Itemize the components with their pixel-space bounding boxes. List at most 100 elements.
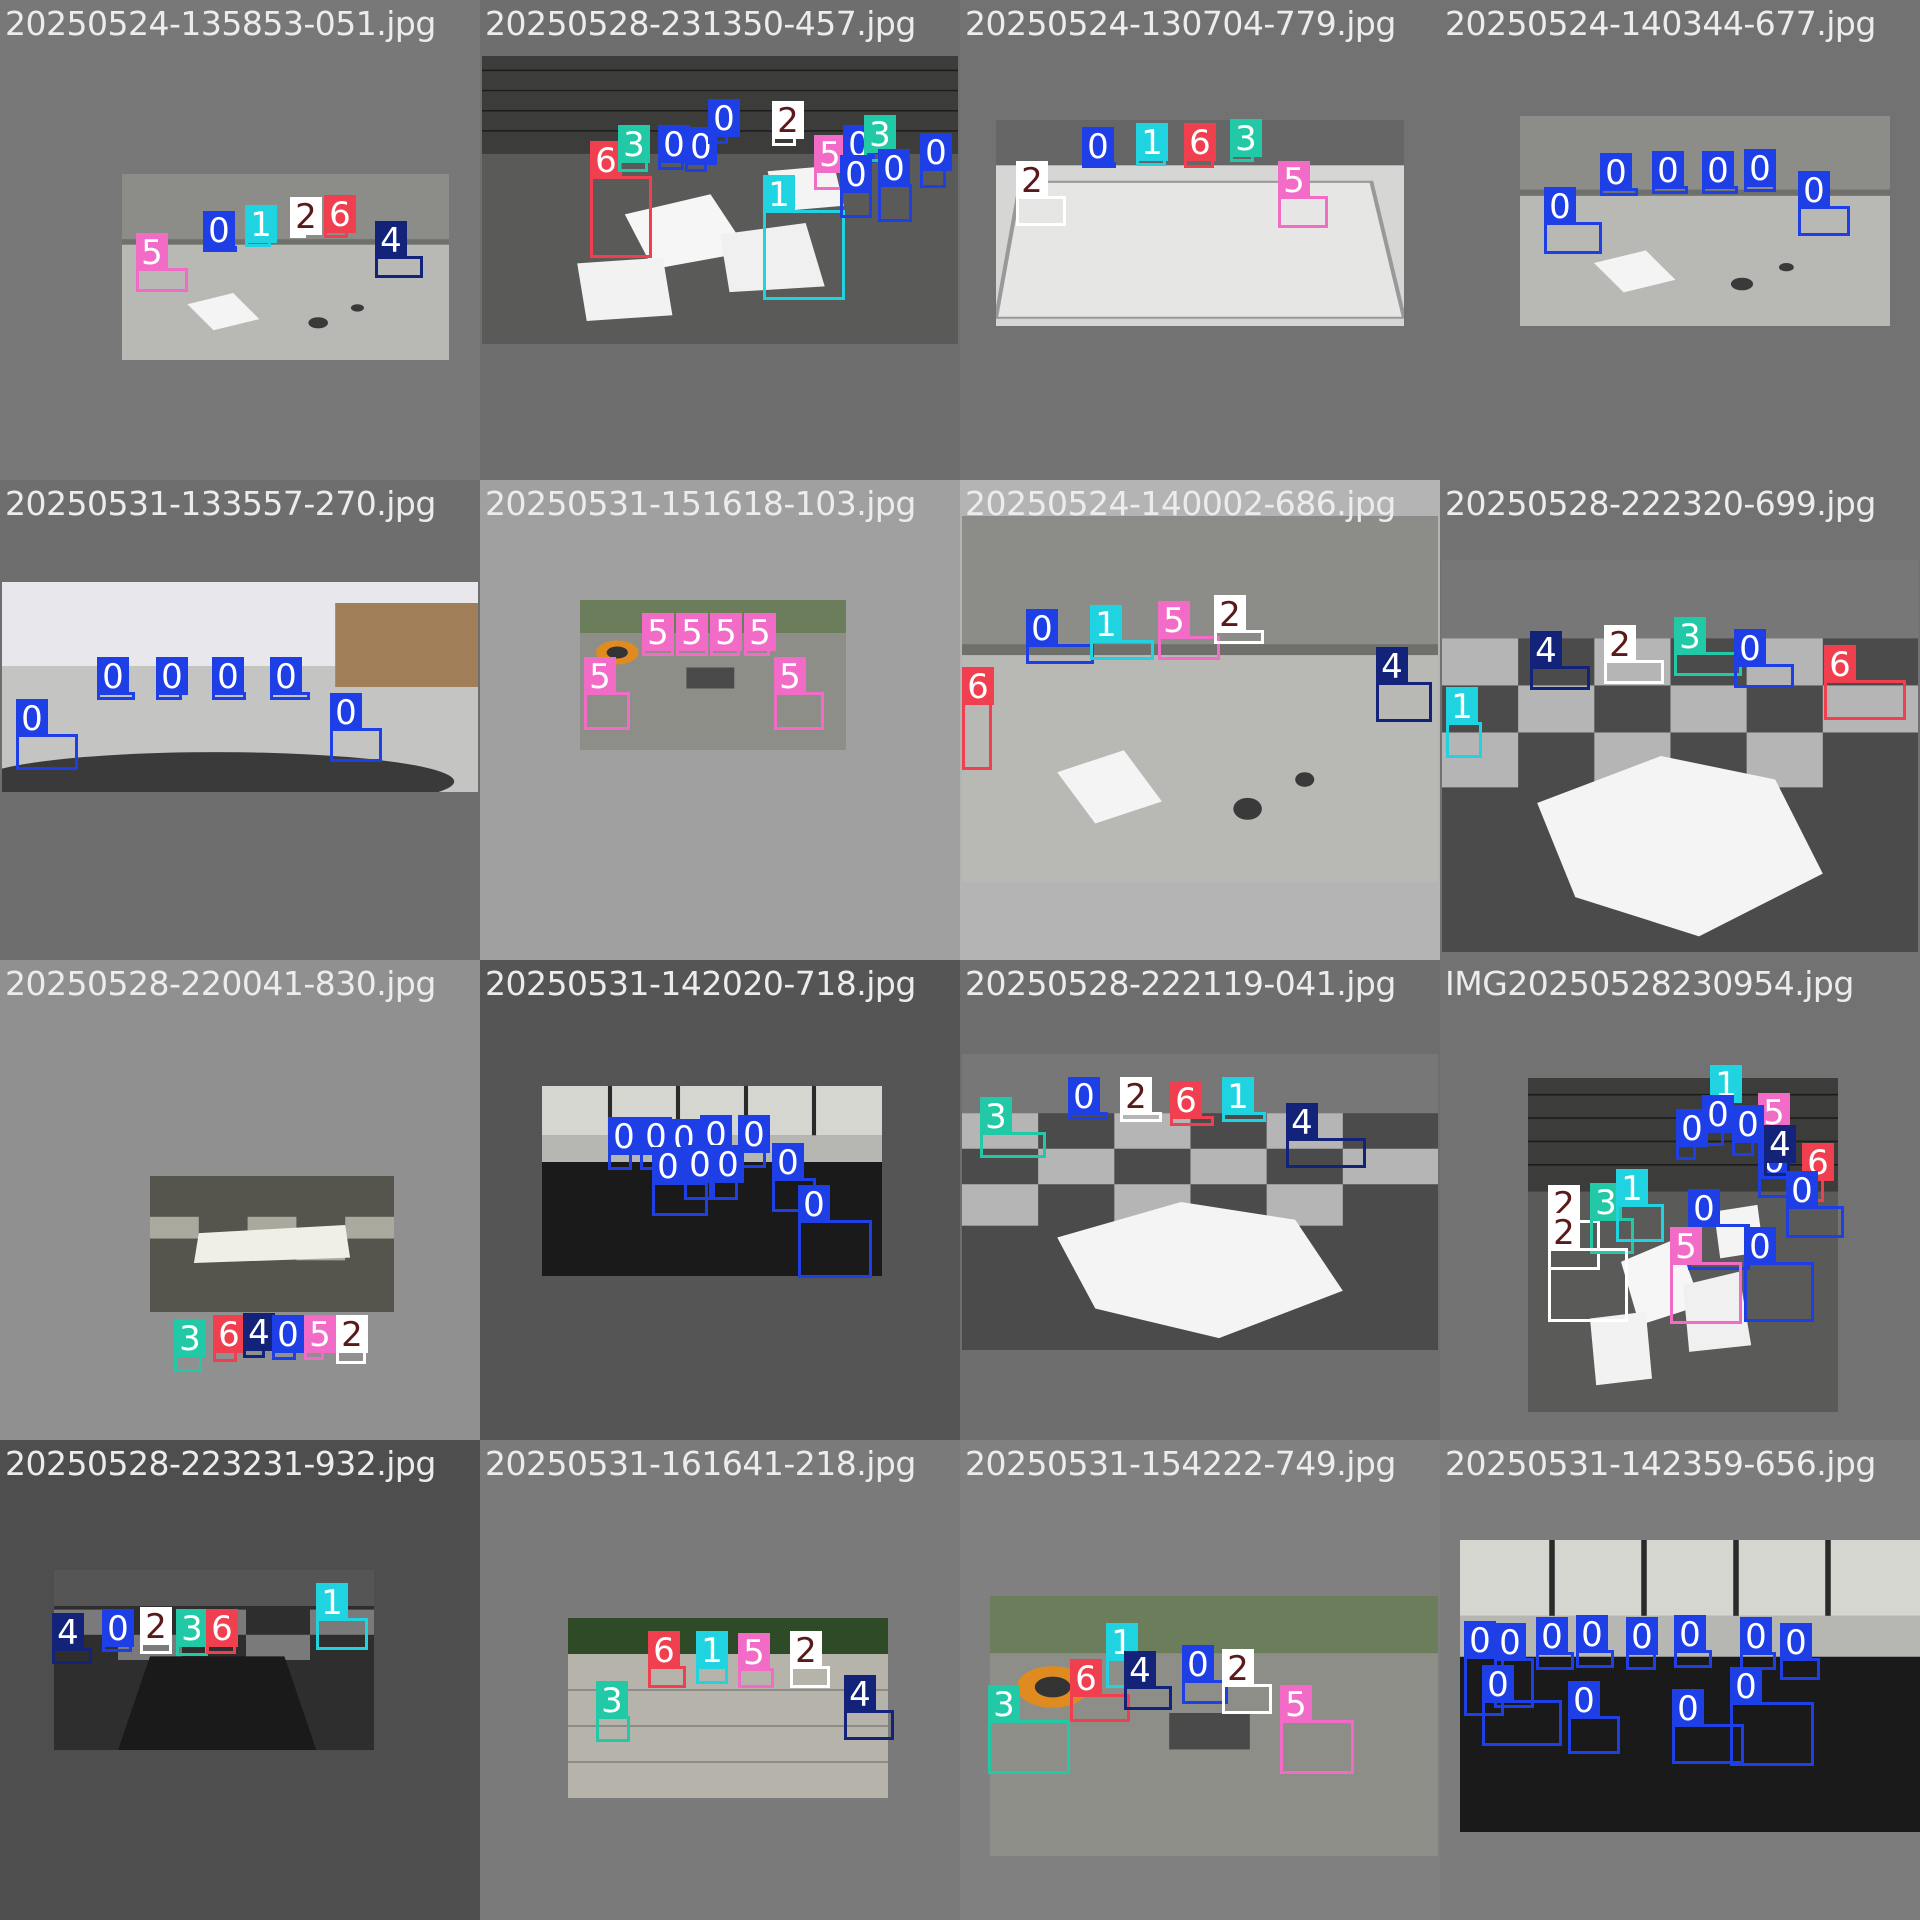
detection-class-label: 0 [1744, 1227, 1776, 1267]
detection-class-label: 0 [1576, 1615, 1608, 1655]
detection-box: 6 [648, 1631, 686, 1688]
detection-class-label: 2 [1222, 1649, 1254, 1689]
detection-class-label: 0 [156, 657, 188, 697]
image-filename: 20250528-231350-457.jpg [485, 4, 916, 43]
image-tile: 6 0 1 5 2 4 20250524-140002-686.jpg [960, 480, 1440, 960]
detection-class-label: 2 [1120, 1077, 1152, 1117]
detection-box: 0 [270, 657, 310, 700]
detection-box: 1 [1090, 605, 1154, 660]
detection-box: 0 [1676, 1109, 1708, 1160]
detection-class-label: 0 [1082, 127, 1114, 167]
detection-class-label: 1 [245, 205, 277, 245]
detection-box: 0 [1780, 1623, 1820, 1680]
detection-box: 6 [1184, 123, 1216, 168]
detection-class-label: 0 [1688, 1189, 1720, 1229]
detection-box: 0 [1626, 1617, 1658, 1670]
detection-class-label: 5 [676, 613, 708, 653]
scene-photo [568, 1618, 888, 1798]
detection-box: 0 [1576, 1615, 1614, 1668]
detection-class-label: 0 [1740, 1617, 1772, 1657]
detection-class-label: 0 [212, 657, 244, 697]
detection-box: 0 [212, 657, 246, 700]
detection-class-label: 4 [1376, 647, 1408, 687]
detection-class-label: 0 [1652, 151, 1684, 191]
image-filename: 20250531-161641-218.jpg [485, 1444, 916, 1483]
detection-box: 0 [1740, 1617, 1776, 1670]
detection-class-label: 2 [790, 1631, 822, 1671]
detection-box: 5 [814, 135, 848, 190]
detection-box: 3 [980, 1097, 1046, 1158]
detection-box: 0 [1182, 1645, 1228, 1704]
detection-box: 0 [1798, 171, 1850, 236]
detection-box: 2 [1214, 595, 1264, 644]
detection-class-label: 5 [1158, 601, 1190, 641]
detection-class-label: 0 [1536, 1617, 1568, 1657]
detection-box: 0 [203, 211, 237, 252]
detection-class-label: 0 [1626, 1617, 1658, 1657]
detection-box: 6 [1170, 1081, 1214, 1126]
detection-class-label: 5 [814, 135, 846, 175]
detection-class-label: 6 [1070, 1659, 1102, 1699]
detection-class-label: 0 [270, 657, 302, 697]
detection-box: 0 [1026, 609, 1094, 664]
detection-class-label: 5 [136, 233, 168, 273]
detection-box: 3 [1674, 617, 1742, 676]
detection-box: 3 [596, 1681, 630, 1742]
detection-class-label: 2 [140, 1607, 172, 1647]
image-tile: 5 0 1 2 6 4 20250524-135853-051.jpg [0, 0, 480, 480]
detection-class-label: 0 [1464, 1621, 1496, 1661]
detection-box: 4 [1764, 1125, 1796, 1176]
image-tile: 6 3 0 0 0 2 5 0 3 0 1 0 0 20250528-231350-457.jpg [480, 0, 960, 480]
detection-box: 3 [176, 1609, 208, 1656]
detection-box: 2 [140, 1607, 172, 1654]
detection-class-label: 3 [1230, 119, 1262, 159]
detection-box: 0 [1702, 151, 1738, 194]
detection-class-label: 0 [1780, 1623, 1812, 1663]
image-filename: 20250528-222320-699.jpg [1445, 484, 1876, 523]
image-tile: 5 5 5 5 5 5 20250531-151618-103.jpg [480, 480, 960, 960]
image-tile: 3 6 4 0 5 2 20250528-220041-830.jpg [0, 960, 480, 1440]
detection-box: 1 [1446, 687, 1482, 758]
detection-box: 0 [102, 1609, 134, 1652]
detection-box: 4 [844, 1675, 894, 1740]
detection-class-label: 3 [980, 1097, 1012, 1137]
detection-box: 2 [772, 101, 804, 146]
detection-box: 4 [1124, 1651, 1172, 1710]
detection-class-label: 0 [708, 99, 740, 139]
image-filename: 20250531-142020-718.jpg [485, 964, 916, 1003]
detection-box: 0 [1674, 1615, 1712, 1668]
detection-class-label: 6 [590, 141, 622, 181]
detection-box: 5 [676, 613, 708, 656]
detection-box: 5 [584, 657, 630, 730]
detection-box: 3 [174, 1319, 206, 1372]
detection-class-label: 5 [1670, 1227, 1702, 1267]
detection-class-label: 0 [330, 693, 362, 733]
detection-box: 1 [1222, 1077, 1266, 1122]
detection-box: 5 [1670, 1227, 1742, 1324]
detection-class-label: 3 [618, 125, 650, 165]
detection-class-label: 0 [1732, 1105, 1764, 1145]
detection-class-label: 5 [774, 657, 806, 697]
detection-class-label: 1 [1222, 1077, 1254, 1117]
image-filename: 20250524-140344-677.jpg [1445, 4, 1876, 43]
detection-box: 0 [920, 133, 952, 188]
detection-class-label: 2 [336, 1315, 368, 1355]
detection-box: 2 [336, 1315, 368, 1364]
detection-box: 5 [1280, 1685, 1354, 1774]
detection-class-label: 3 [596, 1681, 628, 1721]
detection-class-label: 2 [1548, 1213, 1580, 1253]
image-filename: 20250524-135853-051.jpg [5, 4, 436, 43]
image-tile: 3 0 2 6 1 4 20250528-222119-041.jpg [960, 960, 1440, 1440]
detection-box: 0 [1732, 1105, 1764, 1156]
detection-class-label: 1 [1446, 687, 1478, 727]
detection-class-label: 4 [375, 221, 407, 261]
detection-box: 2 [790, 1631, 830, 1688]
detection-box: 0 [1544, 187, 1602, 254]
detection-class-label: 0 [920, 133, 952, 173]
scene-photo [122, 174, 449, 360]
detection-box: 5 [744, 613, 776, 656]
detection-class-label: 3 [1674, 617, 1706, 657]
detection-class-label: 2 [772, 101, 804, 141]
scene-photo [990, 1596, 1438, 1856]
detection-class-label: 0 [1600, 153, 1632, 193]
